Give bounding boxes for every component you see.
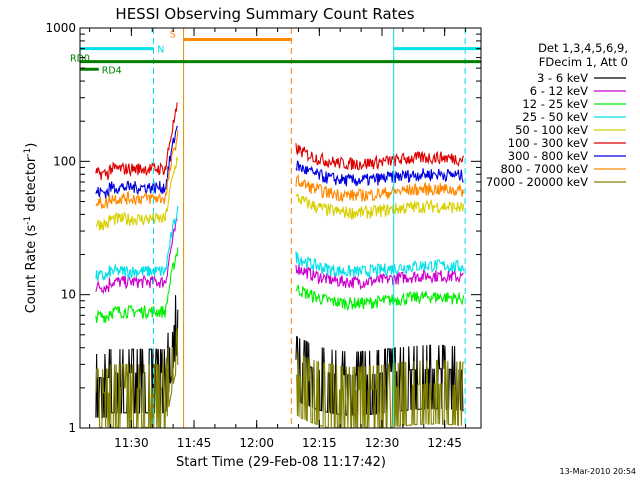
y-tick-label-100: 100: [53, 154, 76, 168]
series-line-7000-20000-kev-seg2: [295, 352, 464, 428]
x-axis: 11:30 11:45 12:00 12:15 12:30 12:45: [89, 28, 467, 450]
legend-label-800-7000-kev: 800 - 7000 keV: [500, 162, 588, 176]
legend-label-3-6-kev: 3 - 6 keV: [537, 71, 588, 85]
legend-label-12-25-kev: 12 - 25 keV: [522, 97, 588, 111]
series-line-800-7000-kev-seg2: [295, 173, 465, 203]
series-line-100-300-kev-seg2: [295, 143, 465, 171]
series-line-6-12-kev-seg1: [95, 217, 178, 295]
y-axis-label-end: ): [24, 143, 39, 148]
series-line-25-50-kev-seg2: [295, 251, 465, 279]
y-tick-label-1: 1: [68, 421, 76, 435]
legend-label-7000-20000-kev: 7000 - 20000 keV: [486, 175, 588, 189]
x-tick-label-1215: 12:15: [302, 436, 337, 450]
series-line-100-300-kev-seg1: [95, 102, 178, 181]
x-tick-label-1145: 11:45: [177, 436, 212, 450]
flag-label-rd4: RD4: [102, 65, 122, 76]
timestamp: 13-Mar-2010 20:54: [560, 467, 637, 476]
y-axis: 1 10 100 1000: [45, 21, 481, 435]
x-tick-label-1245: 12:45: [427, 436, 462, 450]
series-line-800-7000-kev-seg1: [95, 129, 179, 209]
series-line-25-50-kev-seg1: [95, 205, 179, 282]
legend-label-100-300-kev: 100 - 300 keV: [508, 136, 588, 150]
x-tick-label-1200: 12:00: [239, 436, 274, 450]
chart-title: HESSI Observing Summary Count Rates: [115, 5, 414, 23]
legend-label-300-800-kev: 300 - 800 keV: [508, 149, 588, 163]
legend: Det 1,3,4,5,6,9, FDecim 1, Att 0 3 - 6 k…: [486, 41, 628, 189]
series-line-6-12-kev-seg2: [295, 263, 464, 291]
series-line-12-25-kev-seg2: [295, 284, 465, 312]
y-axis-label-main: Count Rate (s: [24, 225, 39, 314]
x-tick-label-1130: 11:30: [114, 436, 149, 450]
y-axis-label-sup1: -1: [23, 216, 33, 225]
y-axis-label-sup2: -1: [23, 148, 33, 157]
series-line-12-25-kev-seg1: [95, 247, 179, 323]
y-tick-label-1000: 1000: [45, 21, 76, 35]
flag-label-s: S: [170, 29, 176, 40]
y-axis-label: Count Rate (s-1 detector-1): [23, 143, 39, 314]
legend-label-25-50-kev: 25 - 50 keV: [522, 110, 588, 124]
legend-header-line-2: FDecim 1, Att 0: [539, 55, 628, 69]
legend-label-6-12-kev: 6 - 12 keV: [530, 84, 588, 98]
series-line-3-6-kev-seg1: [95, 295, 179, 419]
series-line-300-800-kev-seg1: [95, 125, 179, 199]
x-axis-label: Start Time (29-Feb-08 11:17:42): [176, 455, 386, 470]
plot-frame: [79, 27, 482, 429]
series-line-7000-20000-kev-seg1: [95, 327, 179, 428]
y-tick-label-10: 10: [61, 288, 76, 302]
flag-label-n: N: [157, 45, 164, 56]
series-line-50-100-kev-seg1: [95, 156, 179, 231]
x-tick-label-1230: 12:30: [365, 436, 400, 450]
legend-header-line-1: Det 1,3,4,5,6,9,: [538, 41, 628, 55]
series-line-300-800-kev-seg2: [295, 160, 464, 187]
y-axis-label-mid: detector: [24, 156, 39, 216]
legend-label-50-100-kev: 50 - 100 keV: [515, 123, 588, 137]
series-line-50-100-kev-seg2: [295, 193, 465, 221]
